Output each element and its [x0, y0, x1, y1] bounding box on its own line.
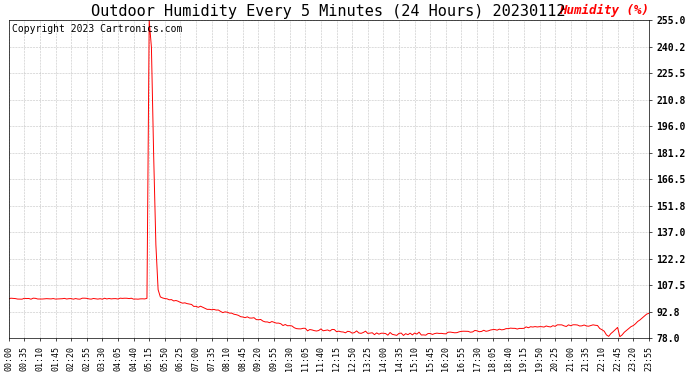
Title: Outdoor Humidity Every 5 Minutes (24 Hours) 20230112: Outdoor Humidity Every 5 Minutes (24 Hou… [92, 4, 566, 19]
Text: Humidity (%): Humidity (%) [559, 4, 649, 17]
Text: Copyright 2023 Cartronics.com: Copyright 2023 Cartronics.com [12, 24, 182, 33]
